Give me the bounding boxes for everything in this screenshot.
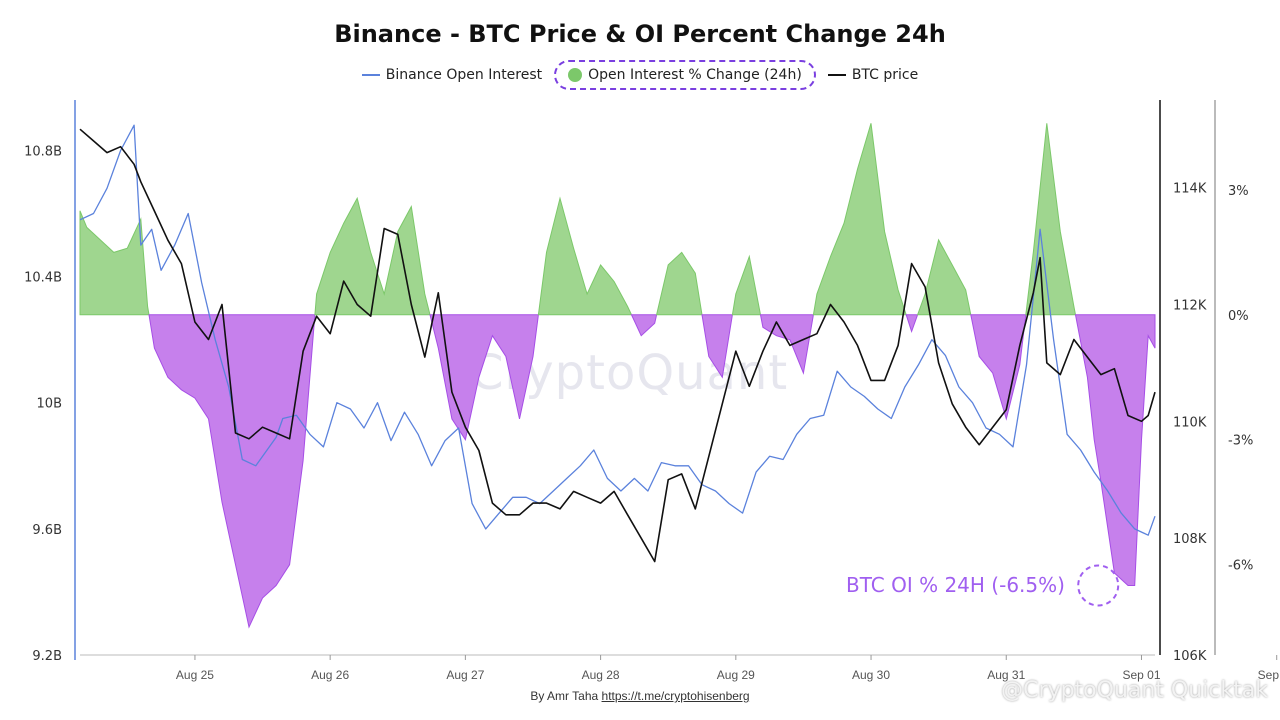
left-axis-tick-3: 9.6B [32,523,62,538]
legend-swatch-price [827,74,846,76]
legend-item-open-interest[interactable]: Binance Open Interest [356,63,548,87]
x-tick-label-1: Aug 26 [311,668,349,682]
corner-watermark: @CryptoQuant Quicktak [1001,678,1268,703]
pct-positive-area-4 [537,196,633,316]
open-interest-line-layer [79,124,1156,536]
oi-annotation: BTC OI % 24H (-6.5%) [846,573,1065,597]
pct-negative-area-1 [148,314,316,629]
footer-credit: By Amr Taha https://t.me/cryptohisenberg [0,689,1280,703]
pct-positive-area-2 [314,196,431,316]
legend-label-price: BTC price [851,67,919,83]
open-interest-line [79,124,1156,536]
price-axis-tick-1: 112K [1173,298,1207,313]
legend-label-oi: Binance Open Interest [385,67,543,83]
price-axis-tick-3: 108K [1173,532,1207,547]
pct-axis-tick-2: -3% [1228,434,1253,449]
x-tick-label-7: Sep 01 [1122,668,1160,682]
pct-negative-area-11 [905,314,919,334]
footer-link[interactable]: https://t.me/cryptohisenberg [601,689,750,703]
pct-negative-area-9 [759,314,814,375]
pct-axis-tick-0: 3% [1228,184,1249,199]
pct-positive-area-8 [731,254,762,316]
legend-label-pct: Open Interest % Change (24h) [588,67,802,83]
pct-change-area-layer [79,123,1156,629]
pct-positive-area-10 [812,123,907,316]
pct-negative-area-7 [701,314,733,379]
axes-layer: 10.8B 10.4B 10B 9.6B 9.2B 114K 112K 110K 108K 106… [24,100,1280,682]
x-tick-label-8: Sep 02 [1258,668,1280,682]
legend-item-btc-price[interactable]: BTC price [822,63,924,87]
left-axis-tick-0: 10.8B [24,144,62,159]
x-tick-label-5: Aug 30 [852,668,890,682]
x-tick-label-4: Aug 29 [717,668,755,682]
price-axis-tick-0: 114K [1173,182,1207,197]
left-axis-tick-1: 10.4B [24,271,62,286]
price-axis-tick-2: 110K [1173,415,1207,430]
footer-byline: By Amr Taha [530,689,599,703]
legend-item-oi-pct-change[interactable]: Open Interest % Change (24h) [554,60,816,90]
legend-swatch-oi [361,74,380,76]
x-tick-label-6: Aug 31 [987,668,1025,682]
chart-legend: Binance Open Interest Open Interest % Ch… [0,60,1280,90]
pct-axis-tick-1: 0% [1228,309,1249,324]
chart-title: Binance - BTC Price & OI Percent Change … [334,20,946,48]
pct-negative-area-3 [429,314,539,441]
x-tick-label-3: Aug 28 [582,668,620,682]
left-axis-tick-4: 9.2B [32,649,62,664]
x-tick-label-2: Aug 27 [446,668,484,682]
pct-negative-area-5 [630,314,658,337]
pct-axis-tick-3: -6% [1228,559,1253,574]
legend-swatch-pct [568,68,583,82]
btc-price-line [79,128,1156,563]
pct-positive-area-12 [916,238,972,316]
pct-positive-area-6 [655,251,703,316]
oi-low-highlight-circle [1077,564,1120,607]
price-axis-tick-4: 106K [1173,649,1207,664]
pct-negative-area-15 [1074,314,1156,586]
btc-price-line-layer [79,128,1156,563]
x-tick-label-0: Aug 25 [176,668,214,682]
pct-negative-area-13 [970,314,1027,421]
pct-positive-area-14 [1025,123,1077,316]
left-axis-tick-2: 10B [37,397,62,412]
pct-positive-area-0 [79,210,150,316]
